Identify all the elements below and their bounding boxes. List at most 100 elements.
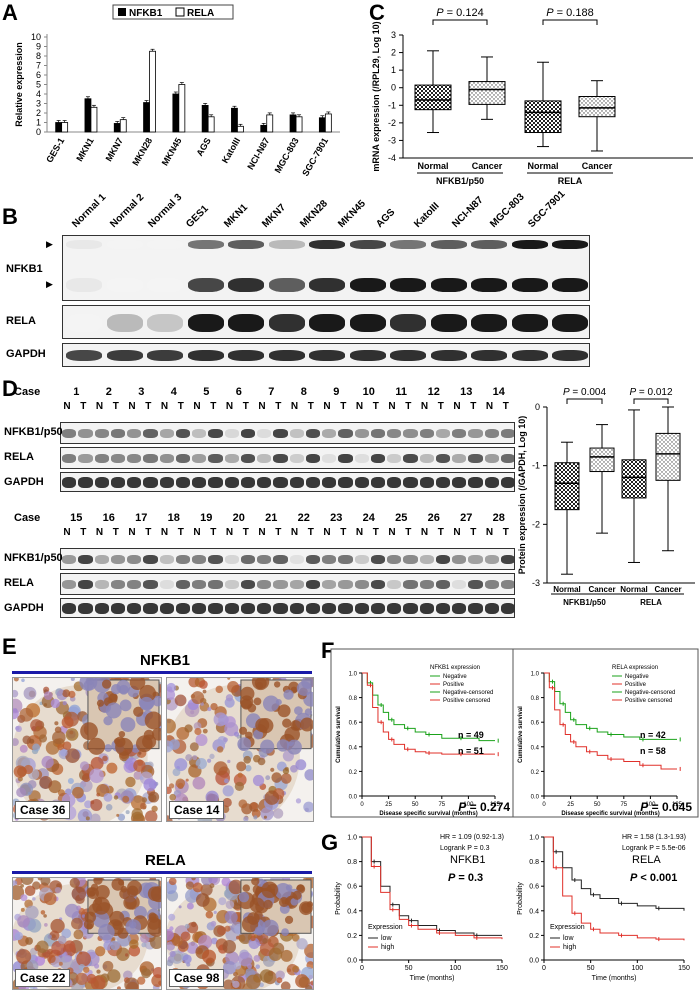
blot-band [208, 477, 223, 488]
ihc-inset-cell [262, 695, 280, 712]
blot-band [370, 580, 385, 589]
y-tick-label: 0.6 [349, 721, 358, 727]
blot-band [159, 429, 174, 438]
ihc-cell [90, 975, 106, 989]
ihc-inset-cell [240, 686, 255, 701]
ihc-cell [280, 949, 293, 962]
legend-label: Positive censored [625, 698, 672, 704]
blot-band [349, 350, 386, 361]
ihc-cell [192, 882, 203, 893]
x-tick-label: 50 [405, 965, 413, 972]
ihc-inset-cell [237, 737, 252, 751]
blot-band [511, 278, 548, 292]
bar-nfkb1 [113, 123, 121, 133]
ihc-inset-cell [290, 898, 299, 906]
ihc-inset-cell [254, 678, 267, 690]
lane-t: T [470, 527, 477, 538]
ihc-cell [234, 781, 245, 792]
ihc-cell [138, 751, 142, 755]
ihc-inset-cell [139, 696, 154, 711]
bar-nfkb1 [55, 122, 63, 133]
y-tick-label: 5 [36, 80, 41, 90]
ihc-cell [39, 776, 53, 789]
ihc-cell [54, 886, 62, 894]
y-tick-label: 0.6 [347, 884, 357, 891]
ihc-cell [191, 691, 205, 705]
p-value-label: P < 0.001 [630, 872, 677, 884]
bar-nfkb1 [84, 98, 92, 133]
km-curve-low [544, 836, 685, 911]
ihc-cell [208, 878, 218, 884]
ihc-cell [29, 738, 35, 744]
ihc-cell [102, 755, 108, 762]
ihc-cell [35, 726, 41, 732]
blot-band [143, 454, 158, 463]
ihc-cell [225, 694, 234, 702]
blot-band [192, 454, 207, 463]
ihc-cell [171, 935, 183, 947]
bar-rela [119, 119, 127, 133]
y-tick-label: -2 [388, 118, 396, 128]
blot-band [94, 429, 109, 438]
band-arrow-lower: ▶ [46, 279, 53, 289]
blot-band [94, 477, 109, 488]
p-value: = 0.124 [444, 7, 484, 19]
lane-n: N [160, 401, 169, 412]
ihc-cell [202, 949, 217, 964]
chart-g-nfkb1: 0.0 0.2 0.4 0.6 0.8 1.0 0 50 100 150 Time (months)… [335, 834, 508, 982]
chart-d: 0 -1 -2 -3 Protein expression (/GAPDH, Log 1… [517, 387, 695, 607]
blot-band [127, 477, 142, 488]
blot-band [110, 429, 125, 438]
blot-band [175, 429, 190, 438]
blot-band [268, 350, 305, 361]
blot-row-label: RELA [4, 577, 34, 589]
ihc-cell [61, 716, 74, 729]
blot-band [208, 580, 223, 589]
blot-band [354, 555, 369, 564]
case-number: 4 [170, 386, 177, 398]
ihc-inset-cell [238, 891, 250, 903]
ihc-inset-cell [292, 890, 302, 900]
blot-band [511, 240, 548, 249]
x-tick-label: 125 [672, 802, 683, 808]
lane-n: N [290, 527, 299, 538]
blot-band [208, 429, 223, 438]
ihc-cell [200, 702, 204, 706]
ihc-inset-cell [277, 704, 291, 718]
ihc-cell [222, 785, 234, 797]
ihc-cell [72, 786, 84, 799]
ihc-inset-cell [253, 910, 263, 920]
ihc-tissue-core [13, 878, 161, 989]
y-tick-label: 0.4 [531, 745, 540, 751]
ihc-cell [238, 951, 253, 967]
ihc-cell [19, 707, 34, 722]
ihc-cell [205, 790, 219, 804]
legend-label: Positive [443, 682, 465, 688]
blot-band [240, 555, 255, 564]
ihc-inset-cell [101, 679, 112, 689]
lane-t: T [340, 401, 347, 412]
blot-band [159, 454, 174, 463]
blot-band [289, 454, 304, 463]
x-tick-label: 0 [360, 802, 364, 808]
ihc-cell [84, 800, 93, 809]
ihc-cell [167, 689, 176, 701]
ihc-inset-cell [147, 916, 161, 930]
blot-band [370, 603, 385, 614]
ihc-cell [32, 897, 36, 901]
x-tick-label: MKN7 [104, 136, 125, 163]
blot-band [192, 477, 207, 488]
blot-band [484, 603, 499, 614]
ihc-cell [59, 689, 64, 694]
y-tick-label: 1 [36, 118, 41, 128]
blot-band [224, 454, 239, 463]
ihc-cell [19, 744, 28, 753]
lane-n: N [420, 401, 429, 412]
box [655, 432, 681, 481]
x-tick-label: AGS [194, 136, 212, 158]
blot-band [349, 314, 386, 332]
y-tick-label: 0.0 [347, 958, 357, 965]
ihc-cell [137, 976, 146, 985]
lane-label: AGS [374, 206, 398, 230]
y-tick-label: 0.4 [349, 745, 358, 751]
